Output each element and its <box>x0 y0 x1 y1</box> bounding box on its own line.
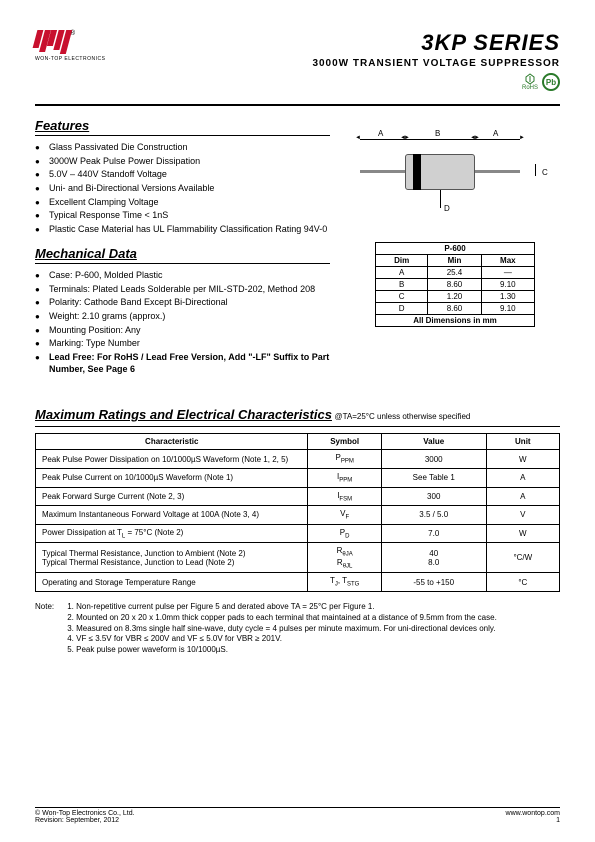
footer-url: www.wontop.com <box>506 810 560 817</box>
feature-item: Excellent Clamping Voltage <box>49 197 330 209</box>
table-row: Maximum Instantaneous Forward Voltage at… <box>36 506 560 525</box>
mech-item: Marking: Type Number <box>49 338 330 350</box>
footer-pagenum: 1 <box>556 817 560 824</box>
table-row: Peak Pulse Power Dissipation on 10/1000µ… <box>36 450 560 469</box>
table-row: Peak Pulse Current on 10/1000µS Waveform… <box>36 468 560 487</box>
pb-free-icon: Pb <box>542 73 560 91</box>
mech-item: Polarity: Cathode Band Except Bi-Directi… <box>49 297 330 309</box>
footer-revision: Revision: September, 2012 <box>35 817 119 824</box>
top-section: Features Glass Passivated Die Constructi… <box>35 114 560 377</box>
features-heading: Features <box>35 118 330 133</box>
company-logo: ® WON-TOP ELECTRONICS <box>35 30 105 62</box>
feature-item: Typical Response Time < 1nS <box>49 210 330 222</box>
header-rule <box>35 104 560 106</box>
notes-label: Note: <box>35 602 65 613</box>
package-diagram: A B A C D <box>350 124 550 234</box>
dimension-table: P-600 Dim Min Max A25.4— B8.609.10 C1.20… <box>375 242 535 327</box>
mechdata-list: Case: P-600, Molded Plastic Terminals: P… <box>35 270 330 376</box>
dimtable-footer: All Dimensions in mm <box>376 315 535 327</box>
feature-item: 5.0V – 440V Standoff Voltage <box>49 169 330 181</box>
features-list: Glass Passivated Die Construction 3000W … <box>35 142 330 236</box>
dimtable-title: P-600 <box>376 243 535 255</box>
ratings-heading: Maximum Ratings and Electrical Character… <box>35 407 332 422</box>
title-block: 3KP SERIES 3000W TRANSIENT VOLTAGE SUPPR… <box>312 30 560 91</box>
feature-item: Uni- and Bi-Directional Versions Availab… <box>49 183 330 195</box>
ratings-conditions: @TA=25°C unless otherwise specified <box>334 412 470 421</box>
table-row: B8.609.10 <box>376 279 535 291</box>
right-column: A B A C D P-600 Dim Min Max A25.4— B8.60… <box>350 114 560 377</box>
table-row: D8.609.10 <box>376 303 535 315</box>
table-header-row: Characteristic Symbol Value Unit <box>36 434 560 450</box>
mech-item: Weight: 2.10 grams (approx.) <box>49 311 330 323</box>
rohs-icon: RoHS <box>522 73 538 91</box>
series-subtitle: 3000W TRANSIENT VOLTAGE SUPPRESSOR <box>312 58 560 69</box>
table-row: Operating and Storage Temperature RangeT… <box>36 573 560 592</box>
footer-copyright: © Won-Top Electronics Co., Ltd. <box>35 810 135 817</box>
mech-item: Case: P-600, Molded Plastic <box>49 270 330 282</box>
mech-item: Terminals: Plated Leads Solderable per M… <box>49 284 330 296</box>
logo-mark: ® <box>35 30 105 54</box>
mechdata-heading: Mechanical Data <box>35 246 330 261</box>
table-row: Power Dissipation at TL = 75°C (Note 2)P… <box>36 524 560 543</box>
ratings-section: Maximum Ratings and Electrical Character… <box>35 407 560 592</box>
left-column: Features Glass Passivated Die Constructi… <box>35 114 330 377</box>
compliance-badges: RoHS Pb <box>312 73 560 91</box>
table-row: Peak Forward Surge Current (Note 2, 3)IF… <box>36 487 560 506</box>
notes-body: 1. Non-repetitive current pulse per Figu… <box>67 602 547 656</box>
company-name: WON-TOP ELECTRONICS <box>35 56 105 62</box>
notes-block: Note: 1. Non-repetitive current pulse pe… <box>35 602 560 656</box>
page-footer: © Won-Top Electronics Co., Ltd. www.wont… <box>35 807 560 824</box>
table-row: Dim Min Max <box>376 255 535 267</box>
ratings-table: Characteristic Symbol Value Unit Peak Pu… <box>35 433 560 592</box>
table-row: C1.201.30 <box>376 291 535 303</box>
table-row: A25.4— <box>376 267 535 279</box>
feature-item: Plastic Case Material has UL Flammabilit… <box>49 224 330 236</box>
page-header: ® WON-TOP ELECTRONICS 3KP SERIES 3000W T… <box>35 30 560 100</box>
series-title: 3KP SERIES <box>312 30 560 56</box>
feature-item: Glass Passivated Die Construction <box>49 142 330 154</box>
table-row: Typical Thermal Resistance, Junction to … <box>36 543 560 573</box>
mech-item: Mounting Position: Any <box>49 325 330 337</box>
feature-item: 3000W Peak Pulse Power Dissipation <box>49 156 330 168</box>
mech-leadfree: Lead Free: For RoHS / Lead Free Version,… <box>49 352 330 375</box>
